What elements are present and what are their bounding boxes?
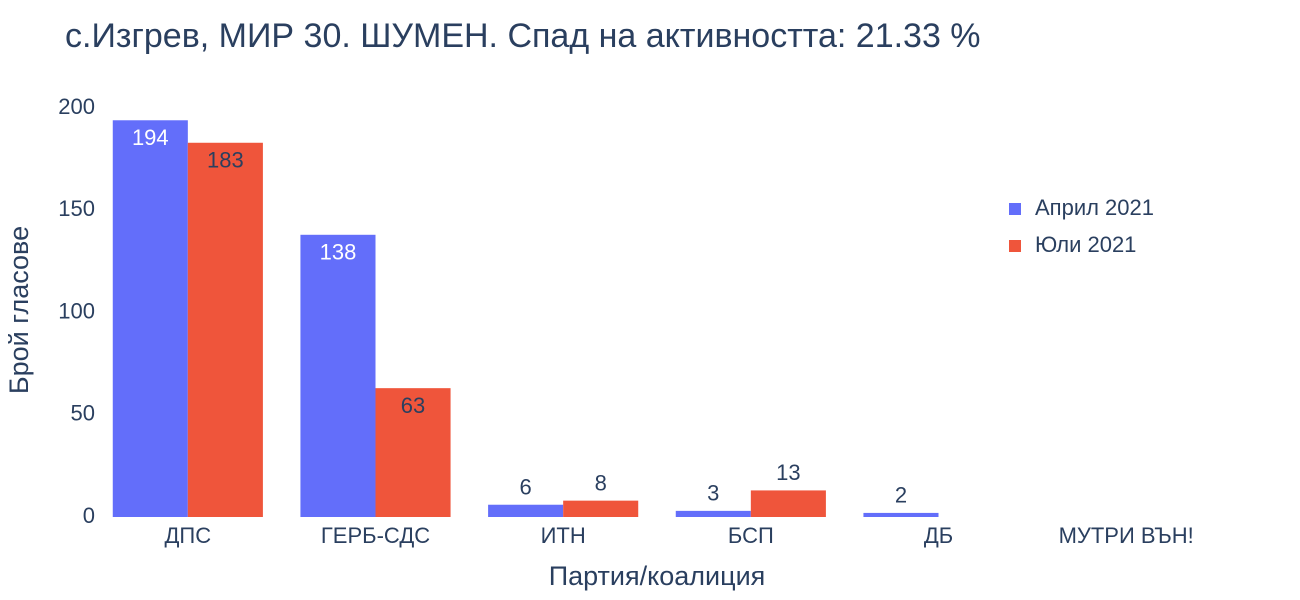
x-tick-label: ДПС [165, 523, 212, 548]
bar [675, 510, 751, 517]
data-label: 63 [401, 393, 425, 418]
legend-marker [1009, 203, 1021, 215]
bar [187, 142, 263, 517]
bar [863, 512, 939, 517]
legend-marker [1009, 240, 1021, 252]
y-tick-label: 100 [58, 298, 95, 323]
chart-title: с.Изгрев, МИР 30. ШУМЕН. Спад на активно… [65, 17, 981, 55]
data-label: 6 [520, 475, 532, 500]
data-label: 183 [207, 148, 244, 173]
y-tick-label: 150 [58, 196, 95, 221]
bar [488, 504, 564, 517]
data-label: 194 [132, 125, 169, 150]
x-axis-title: Партия/коалиция [549, 561, 766, 591]
x-tick-label: МУТРИ ВЪН! [1059, 523, 1194, 548]
y-tick-label: 200 [58, 94, 95, 119]
bar [112, 120, 188, 518]
data-label: 2 [895, 483, 907, 508]
data-label: 13 [776, 460, 800, 485]
bar [375, 388, 451, 517]
y-tick-label: 50 [71, 401, 95, 426]
y-tick-label: 0 [83, 503, 95, 528]
bar [563, 500, 639, 517]
x-tick-label: ИТН [541, 523, 586, 548]
y-axis-title: Брой гласове [4, 226, 34, 394]
x-tick-label: ГЕРБ-СДС [321, 523, 430, 548]
x-tick-label: ДБ [924, 523, 953, 548]
bar [750, 490, 826, 517]
data-label: 138 [320, 240, 357, 265]
x-tick-label: БСП [728, 523, 774, 548]
data-label: 8 [595, 470, 607, 495]
bar [300, 234, 376, 518]
legend-label: Юли 2021 [1035, 232, 1136, 257]
data-label: 3 [707, 481, 719, 506]
legend-label: Април 2021 [1035, 195, 1154, 220]
